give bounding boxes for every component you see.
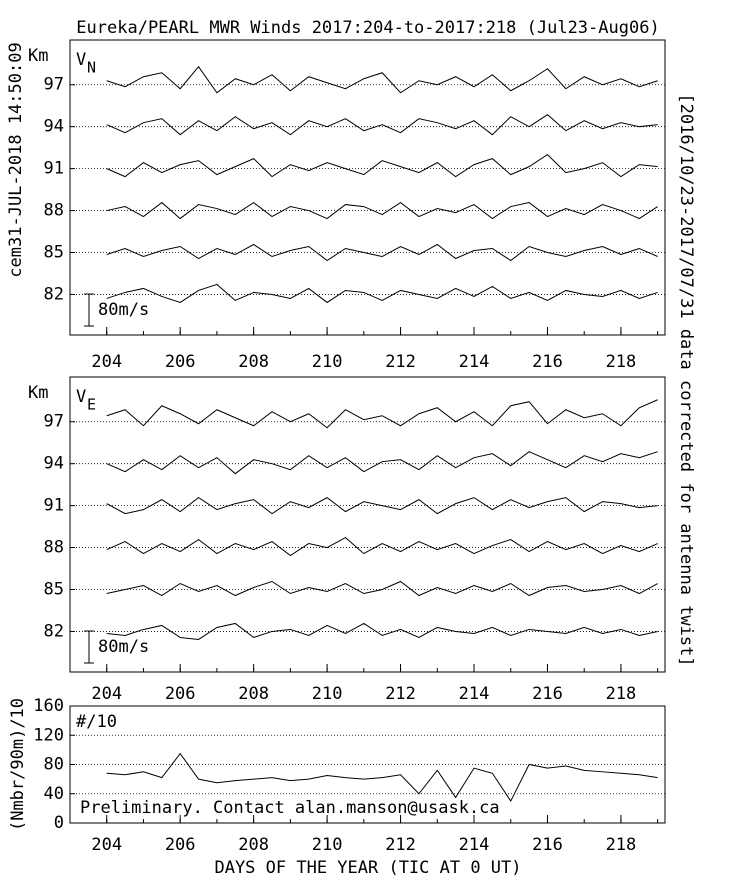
panel-label: V: [76, 387, 86, 407]
wind-trace: [106, 399, 658, 429]
x-tick-label: 214: [459, 835, 490, 855]
note: Preliminary. Contact alan.manson@usask.c…: [80, 798, 500, 818]
x-tick-label: 208: [238, 684, 269, 704]
plot-frame: [69, 39, 666, 336]
x-tick-label: 210: [312, 352, 343, 372]
panel-subscript: E: [87, 396, 96, 414]
wind-trace: [106, 451, 658, 475]
y-tick-label: 160: [33, 696, 64, 716]
y-axis-label: Km: [28, 383, 48, 403]
x-tick-label: 206: [165, 684, 196, 704]
x-tick-label: 204: [91, 352, 122, 372]
y-tick-label: 97: [44, 75, 64, 95]
x-tick-label: 210: [312, 835, 343, 855]
x-tick-label: 218: [606, 684, 637, 704]
y-tick-label: 120: [33, 725, 64, 745]
y-axis-label: (Nmbr/90m)/10: [8, 698, 28, 831]
y-tick-label: 97: [44, 412, 64, 432]
left-note: cem31-JUL-2018 14:50:09: [6, 42, 26, 277]
y-tick-label: 85: [44, 580, 64, 600]
plot-frame: [69, 376, 666, 673]
y-tick-label: 0: [54, 813, 64, 833]
y-tick-label: 88: [44, 201, 64, 221]
y-tick-label: 82: [44, 621, 64, 641]
x-tick-label: 216: [532, 684, 563, 704]
panel-subscript: N: [87, 59, 96, 77]
y-tick-label: 94: [44, 454, 64, 474]
x-tick-label: 218: [606, 352, 637, 372]
y-tick-label: 85: [44, 243, 64, 263]
panel-label: #/10: [76, 712, 117, 732]
y-tick-label: 40: [44, 784, 64, 804]
x-tick-label: 218: [606, 835, 637, 855]
wind-trace: [106, 283, 658, 304]
wind-trace: [106, 536, 658, 557]
y-axis-label: Km: [28, 46, 48, 66]
y-tick-label: 88: [44, 538, 64, 558]
y-tick-label: 80: [44, 755, 64, 775]
x-tick-label: 212: [385, 684, 416, 704]
x-tick-label: 210: [312, 684, 343, 704]
y-tick-label: 91: [44, 496, 64, 516]
wind-trace: [106, 622, 658, 640]
x-tick-label: 206: [165, 835, 196, 855]
x-tick-label: 216: [532, 352, 563, 372]
y-tick-label: 91: [44, 159, 64, 179]
x-tick-label: 212: [385, 352, 416, 372]
x-tick-label: 216: [532, 835, 563, 855]
count-trace: [106, 752, 658, 803]
wind-trace: [106, 243, 658, 262]
x-tick-label: 214: [459, 684, 490, 704]
wind-trace: [106, 65, 658, 94]
y-tick-label: 94: [44, 117, 64, 137]
panel-label: V: [76, 50, 86, 70]
title: Eureka/PEARL MWR Winds 2017:204-to-2017:…: [76, 18, 659, 38]
x-tick-label: 206: [165, 352, 196, 372]
wind-trace: [106, 497, 658, 515]
wind-trace: [106, 580, 658, 597]
right-note: [2016/10/23-2017/07/31 data corrected fo…: [676, 93, 696, 666]
x-tick-label: 212: [385, 835, 416, 855]
scale-bar-label: 80m/s: [98, 637, 149, 657]
y-tick-label: 82: [44, 284, 64, 304]
wind-trace: [106, 114, 658, 136]
wind-trace: [106, 153, 658, 178]
x-axis-label: DAYS OF THE YEAR (TIC AT 0 UT): [214, 858, 521, 877]
scale-bar-label: 80m/s: [98, 300, 149, 320]
x-tick-label: 204: [91, 835, 122, 855]
x-tick-label: 204: [91, 684, 122, 704]
x-tick-label: 208: [238, 835, 269, 855]
x-tick-label: 214: [459, 352, 490, 372]
x-tick-label: 208: [238, 352, 269, 372]
wind-trace: [106, 201, 658, 220]
